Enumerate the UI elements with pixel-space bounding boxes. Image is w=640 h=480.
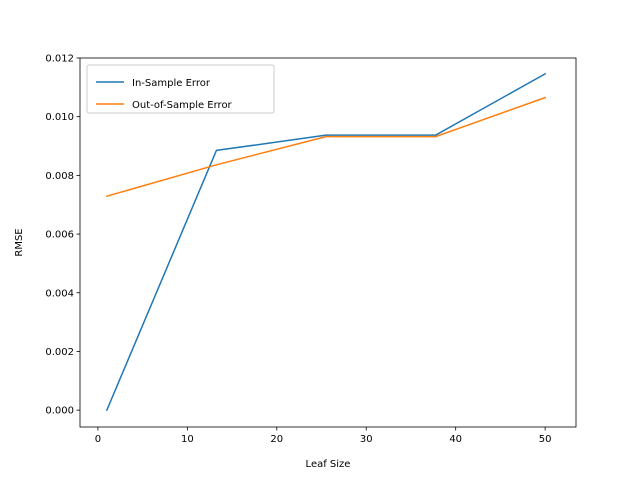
legend-label: In-Sample Error — [132, 78, 211, 89]
legend-label: Out-of-Sample Error — [132, 100, 233, 111]
x-tick-label: 30 — [360, 434, 373, 445]
x-tick-label: 40 — [449, 434, 462, 445]
y-axis-label: RMSE — [14, 228, 25, 256]
legend: In-Sample Error Out-of-Sample Error — [86, 64, 275, 114]
y-tick-label: 0.004 — [45, 288, 74, 299]
plot-area — [105, 72, 547, 412]
x-tick-label: 20 — [270, 434, 283, 445]
axes-frame — [79, 57, 577, 428]
x-axis-label: Leaf Size — [306, 459, 351, 470]
y-tick-label: 0.000 — [45, 406, 74, 417]
y-tick-label: 0.002 — [45, 347, 74, 358]
x-tick-label: 0 — [95, 434, 101, 445]
axes — [79, 57, 577, 428]
x-tick-label: 50 — [539, 434, 552, 445]
y-tick-label: 0.006 — [45, 230, 74, 241]
y-tick-label: 0.010 — [45, 112, 74, 123]
series-line-in-sample-error — [105, 72, 547, 412]
y-tick-label: 0.008 — [45, 171, 74, 182]
y-axis-ticks: 0.000 0.002 0.004 0.006 0.008 0.010 0.012 — [45, 54, 80, 417]
series-line-out-of-sample-error — [105, 96, 547, 198]
legend-box — [86, 64, 275, 114]
y-tick-label: 0.012 — [45, 54, 74, 65]
x-axis-ticks: 0 10 20 30 40 50 — [95, 427, 552, 445]
x-tick-label: 10 — [181, 434, 194, 445]
